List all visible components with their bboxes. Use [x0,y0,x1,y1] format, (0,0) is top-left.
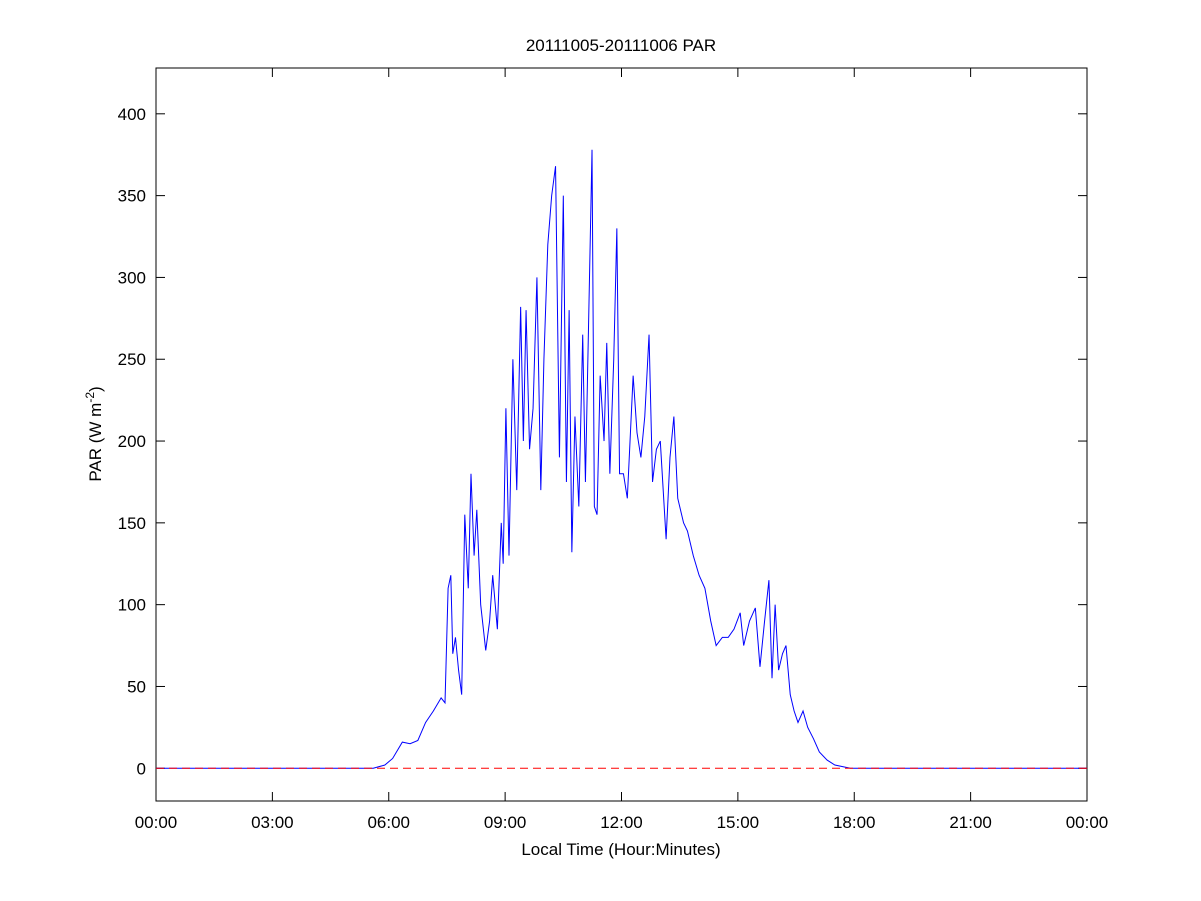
x-tick-label: 06:00 [367,813,410,832]
chart-title: 20111005-20111006 PAR [526,36,716,55]
plot-area [155,67,1088,802]
y-axis-label: PAR (W m-2) [83,386,105,481]
y-tick-label: 150 [118,514,146,533]
y-tick-label: 350 [118,187,146,206]
y-tick-label: 50 [127,677,146,696]
data-line [156,149,1087,769]
y-tick-label: 200 [118,432,146,451]
x-tick-label: 00:00 [135,813,178,832]
x-tick-label: 15:00 [717,813,760,832]
x-tick-label: 00:00 [1066,813,1109,832]
x-tick-label: 09:00 [484,813,527,832]
x-axis-label: Local Time (Hour:Minutes) [521,840,720,859]
x-tick-label: 12:00 [600,813,643,832]
x-tick-label: 21:00 [949,813,992,832]
y-axis-label-close: ) [86,386,105,392]
x-tick-label: 03:00 [251,813,294,832]
y-tick-label: 300 [118,268,146,287]
y-tick-label: 100 [118,596,146,615]
y-axis-label-text: PAR (W m [86,403,105,482]
x-tick-label: 18:00 [833,813,876,832]
y-tick-label: 400 [118,105,146,124]
y-tick-label: 0 [137,759,146,778]
y-tick-label: 250 [118,350,146,369]
y-axis-label-superscript: -2 [83,392,97,403]
